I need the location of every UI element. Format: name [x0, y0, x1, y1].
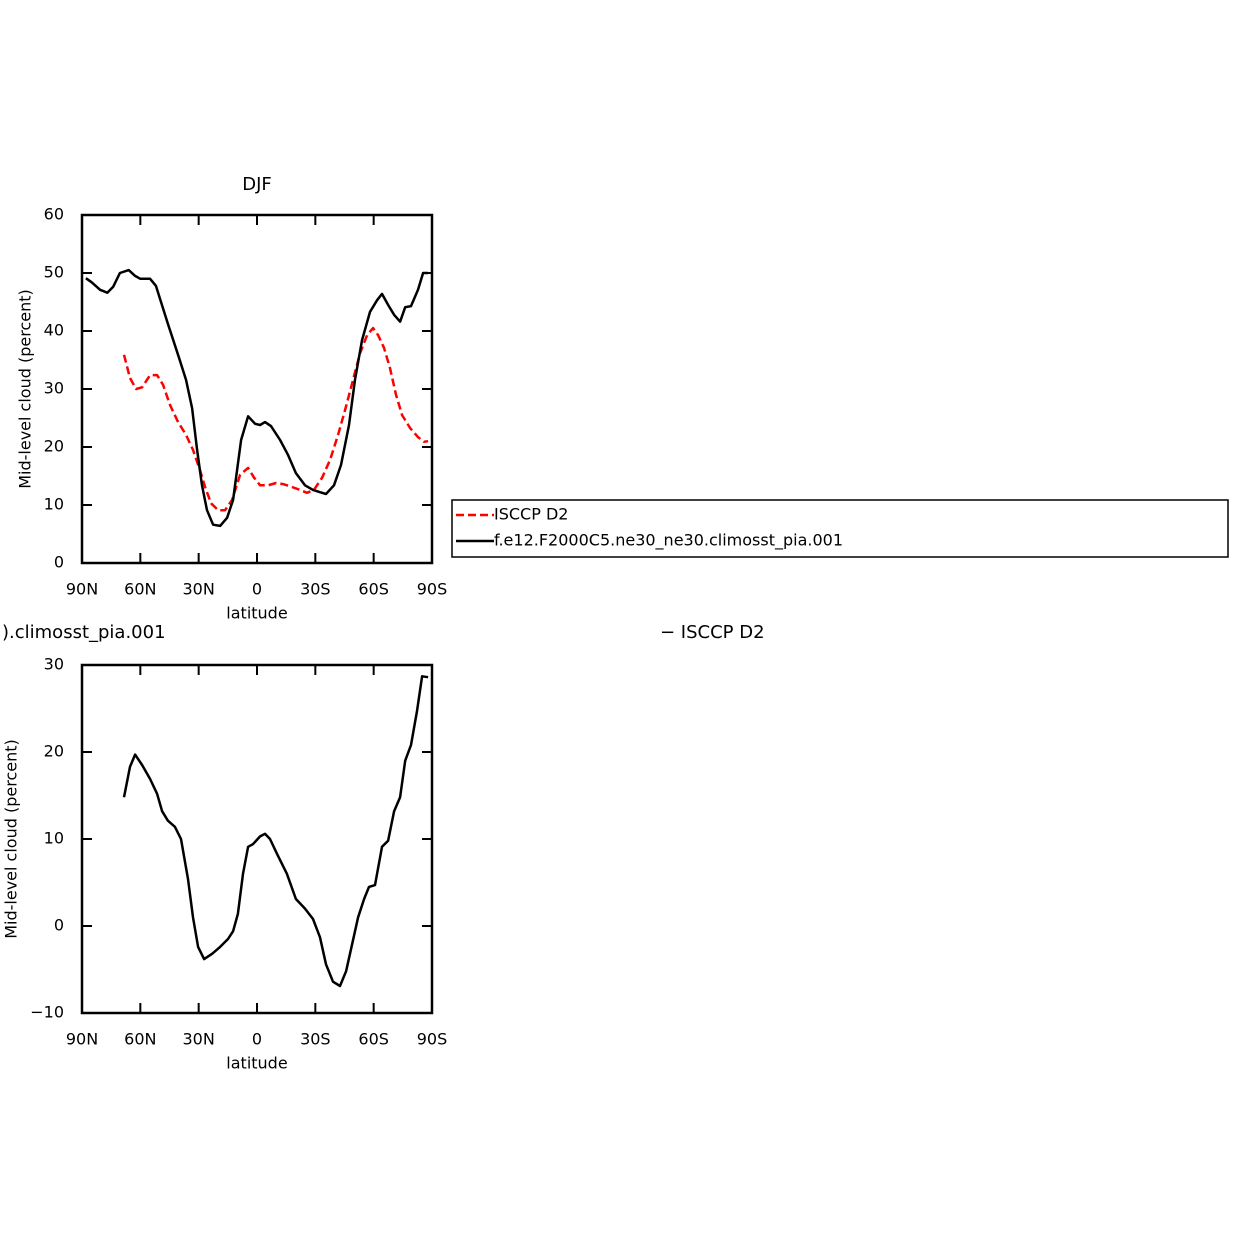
y-tick-label: 0	[54, 553, 64, 572]
x-tick-label: 90N	[66, 580, 98, 599]
plot-frame	[80, 213, 434, 565]
x-tick-label: 90S	[417, 580, 448, 599]
x-tick-label: 60S	[358, 580, 389, 599]
x-tick-label: 90S	[417, 1030, 448, 1049]
x-tick-label: 30N	[183, 1030, 215, 1049]
y-tick-label: 30	[44, 379, 64, 398]
x-axis-label: latitude	[226, 1054, 287, 1073]
x-tick-label: 30S	[300, 580, 331, 599]
y-tick-label: 20	[44, 742, 64, 761]
y-tick-label: 40	[44, 321, 64, 340]
x-tick-label: 30N	[183, 580, 215, 599]
legend-box	[451, 499, 1229, 558]
x-tick-label: 0	[252, 580, 262, 599]
x-tick-label: 90N	[66, 1030, 98, 1049]
data-line	[85, 268, 429, 528]
chart-title-right: − ISCCP D2	[660, 622, 765, 643]
x-tick-label: 0	[252, 1030, 262, 1049]
chart-title: DJF	[242, 174, 272, 195]
y-tick-label: 60	[44, 205, 64, 224]
y-tick-label: 50	[44, 263, 64, 282]
chart-title-left: ).climosst_pia.001	[2, 622, 166, 643]
y-tick-label: 20	[44, 437, 64, 456]
y-axis-label: Mid-level cloud (percent)	[16, 289, 35, 489]
legend-label: f.e12.F2000C5.ne30_ne30.climosst_pia.001	[494, 531, 843, 551]
x-tick-label: 30S	[300, 1030, 331, 1049]
data-line	[122, 675, 429, 988]
plot-frame	[80, 663, 434, 1015]
x-tick-label: 60N	[124, 1030, 156, 1049]
legend-label: ISCCP D2	[494, 505, 568, 524]
y-tick-label: −10	[30, 1003, 64, 1022]
data-line	[122, 326, 429, 512]
x-tick-label: 60S	[358, 1030, 389, 1049]
x-tick-label: 60N	[124, 580, 156, 599]
y-tick-label: 30	[44, 655, 64, 674]
y-tick-label: 10	[44, 829, 64, 848]
y-axis-label: Mid-level cloud (percent)	[2, 739, 21, 939]
y-tick-label: 10	[44, 495, 64, 514]
x-axis-label: latitude	[226, 604, 287, 623]
y-tick-label: 0	[54, 916, 64, 935]
